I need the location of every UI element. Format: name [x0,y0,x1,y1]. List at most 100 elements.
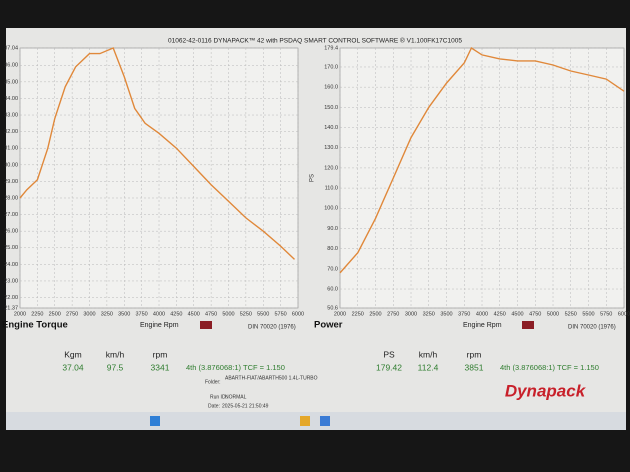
x-tick-label: 4250 [170,311,182,317]
gear-info: 4th (3.876068:1) TCF = 1.150 [186,363,285,372]
y-tick-label: 130.0 [324,145,338,151]
y-tick-label: 25.00 [4,245,18,251]
x-tick-label: 2500 [369,311,381,317]
x-tick-label: 2750 [66,311,78,317]
x-tick-label: 3500 [440,311,452,317]
y-tick-label: 110.0 [325,186,338,192]
x-tick-label: 4000 [476,311,488,317]
readout-value: 37.04 [62,362,84,372]
readout-value: 97.5 [107,362,124,372]
x-tick-label: 3750 [458,311,470,317]
y-axis-label: PS [310,174,316,182]
readout-label: km/h [419,349,438,359]
x-tick-label: 4750 [205,311,217,317]
curve [19,47,295,260]
y-tick-label: 35.00 [4,79,18,85]
x-tick-label: 5500 [257,311,269,317]
x-tick-label: 2000 [334,311,346,317]
y-tick-label: 22.00 [4,295,18,301]
x-tick-label: 5750 [275,311,287,317]
x-tick-label: 3750 [136,311,148,317]
y-tick-label: 33.00 [4,112,18,118]
x-tick-label: 5750 [600,311,612,317]
header-title: 01062-42-0116 DYNAPACK™ 42 with PSDAQ SM… [168,37,462,45]
y-tick-label: 23.00 [4,278,18,284]
x-tick-label: 4250 [494,311,506,317]
readout-label: rpm [467,349,482,359]
y-tick-label: 170.0 [324,64,338,70]
chart-title: Engine Torque [2,320,68,331]
x-tick-label: 2500 [49,311,61,317]
readout-value: 3851 [465,362,484,372]
folder-label: Folder: [205,379,221,385]
x-tick-label: 3000 [405,311,417,317]
x-tick-label: 2250 [31,311,43,317]
taskbar-icon [300,416,310,426]
y-tick-label: 70.0 [327,266,338,272]
run-label: Run ID: [210,394,227,400]
x-tick-label: 5250 [240,311,252,317]
curve [339,46,625,274]
y-tick-label: 100.0 [324,206,338,212]
y-tick-label: 34.00 [4,96,18,102]
x-tick-label: 3000 [83,311,95,317]
y-tick-label: 24.00 [4,262,18,268]
y-tick-label: 36.00 [4,63,18,69]
y-tick-label: 30.00 [4,162,18,168]
y-tick-label: 80.0 [327,246,338,252]
x-axis-swatch [522,321,534,329]
x-tick-label: 3250 [101,311,113,317]
y-tick-label: 179.4 [324,45,338,51]
start-icon [150,416,160,426]
y-tick-label: 26.00 [4,229,18,235]
readout-label: rpm [153,349,168,359]
readout-label: km/h [106,349,125,359]
x-tick-label: 2750 [387,311,399,317]
readout-label: Kgm [64,349,81,359]
y-tick-label: 29.00 [4,179,18,185]
x-axis-label: Engine Rpm [463,322,502,329]
taskbar-icon [320,416,330,426]
date-label: Date: [208,403,220,409]
y-tick-label: 32.00 [4,129,18,135]
x-tick-label: 5000 [547,311,559,317]
x-tick-label: 4000 [153,311,165,317]
y-tick-label: 28.00 [4,195,18,201]
x-tick-label: 2250 [352,311,364,317]
y-tick-label: 31.00 [4,146,18,152]
y-tick-label: 60.0 [327,286,338,292]
gear-info: 4th (3.876068:1) TCF = 1.150 [500,363,599,372]
x-tick-label: 6000 [618,311,630,317]
y-tick-label: 50.6 [327,305,338,311]
x-tick-label: 3250 [423,311,435,317]
y-tick-label: 37.04 [4,45,18,51]
note: DIN 70020 (1976) [568,325,616,331]
y-tick-label: 140.0 [324,125,338,131]
note: DIN 70020 (1976) [248,325,296,331]
x-tick-label: 5500 [582,311,594,317]
x-tick-label: 4500 [511,311,523,317]
y-tick-label: 90.0 [327,226,338,232]
y-tick-label: 27.00 [4,212,18,218]
readout-label: PS [383,349,395,359]
x-tick-label: 5000 [222,311,234,317]
y-tick-label: 160.0 [324,85,338,91]
y-tick-label: 21.37 [4,305,18,311]
x-tick-label: 3500 [118,311,130,317]
y-tick-label: 120.0 [324,165,338,171]
x-axis-label: Engine Rpm [140,322,179,329]
readout-value: 179.42 [376,362,402,372]
readout-value: 112.4 [418,362,439,372]
x-tick-label: 2000 [14,311,26,317]
date: 2025-05-21 21:50:49 [222,403,269,409]
readout-value: 3341 [151,362,170,372]
x-tick-label: 4500 [188,311,200,317]
chart-title: Power [314,320,343,331]
logo: Dynapack [505,381,587,400]
run: NORMAL [225,394,247,400]
x-tick-label: 6000 [292,311,304,317]
x-tick-label: 5250 [565,311,577,317]
taskbar [6,412,626,430]
y-tick-label: 150.0 [324,105,338,111]
